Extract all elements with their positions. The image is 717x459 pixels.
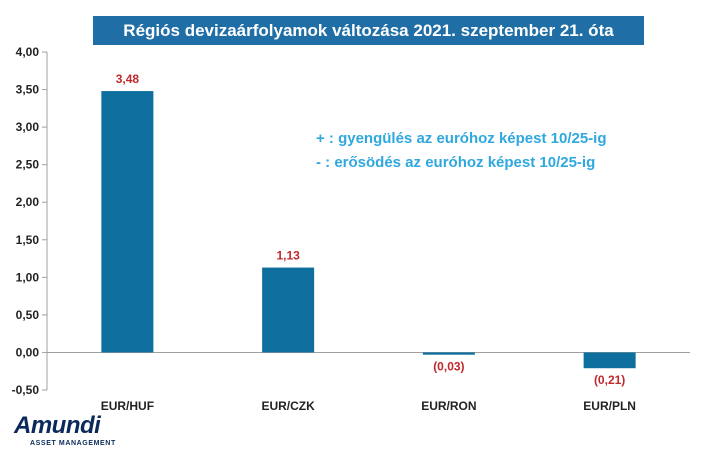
y-tick-label: 2,00 <box>16 195 40 209</box>
y-tick-label: 0,50 <box>16 308 40 322</box>
legend-positive: + : gyengülés az euróhoz képest 10/25-ig <box>316 130 607 147</box>
y-tick-label: 0,00 <box>16 345 40 359</box>
data-label: (0,21) <box>594 373 625 387</box>
data-label: 1,13 <box>276 249 300 263</box>
y-tick-label: 1,00 <box>16 270 40 284</box>
y-tick-label: 3,50 <box>16 83 40 97</box>
chart-title: Régiós devizaárfolyamok változása 2021. … <box>93 16 644 45</box>
y-tick-label: 4,00 <box>16 45 40 59</box>
sign-legend: + : gyengülés az euróhoz képest 10/25-ig… <box>316 127 607 175</box>
bar-eur-pln <box>583 352 636 369</box>
y-tick-label: 1,50 <box>16 233 40 247</box>
y-tick-label: -0,50 <box>12 383 40 397</box>
category-label: EUR/CZK <box>261 399 315 413</box>
category-label: EUR/HUF <box>101 399 154 413</box>
x-axis: EUR/HUF EUR/CZK EUR/RON EUR/PLN <box>101 399 636 413</box>
category-label: EUR/RON <box>421 399 476 413</box>
y-axis: 4,00 3,50 3,00 2,50 2,00 1,50 1,00 0,50 0,00 -0,5… <box>12 45 690 397</box>
bars <box>101 91 636 369</box>
data-labels: 3,48 1,13 (0,03) (0,21) <box>116 72 626 387</box>
amundi-logo-tagline: ASSET MANAGEMENT <box>30 440 116 447</box>
category-label: EUR/PLN <box>583 399 636 413</box>
bar-eur-czk <box>262 267 315 353</box>
amundi-logo: Amundi <box>14 412 101 439</box>
data-label: 3,48 <box>116 72 140 86</box>
bar-eur-huf <box>101 91 154 353</box>
legend-negative: - : erősödés az euróhoz képest 10/25-ig <box>316 154 596 171</box>
y-tick-label: 2,50 <box>16 158 40 172</box>
bar-eur-ron <box>422 352 475 355</box>
data-label: (0,03) <box>433 360 464 374</box>
y-tick-label: 3,00 <box>16 120 40 134</box>
